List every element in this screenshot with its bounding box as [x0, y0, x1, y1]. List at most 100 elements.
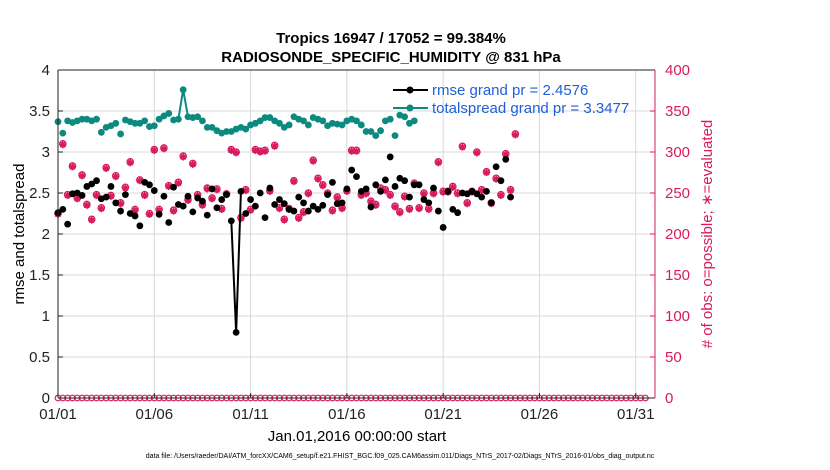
spread-point [353, 117, 360, 125]
obs-evaluated-point [112, 173, 120, 181]
y-tick-label-right: 250 [665, 185, 690, 202]
axes: 01/01 01/06 01/11 01/16 01/21 01/26 01/31 0 0.5 1… [29, 62, 690, 423]
rmse-point [227, 217, 235, 225]
star-stroke [406, 206, 413, 213]
star-stroke [213, 186, 220, 193]
obs-evaluated-point [405, 205, 414, 213]
rmse-point [473, 190, 481, 198]
star-stroke [329, 207, 336, 215]
star-stroke [319, 182, 326, 189]
y-tick-label-left: 2.5 [29, 185, 50, 202]
star-stroke [98, 205, 105, 212]
rmse-point [381, 176, 389, 184]
rmse-point [329, 178, 336, 186]
y-tick-label-left: 3.5 [29, 103, 50, 120]
spread-point [372, 132, 380, 140]
obs-evaluated-point [121, 184, 130, 192]
x-tick-label: 01/16 [328, 406, 366, 423]
rmse-point [136, 222, 144, 230]
star-stroke [74, 195, 81, 202]
obs-evaluated-point [88, 216, 96, 224]
x-tick-label: 01/06 [136, 406, 174, 423]
rmse-point [146, 181, 153, 189]
star-stroke [131, 207, 139, 214]
spread-point [131, 119, 139, 127]
obs-evaluated-point [396, 209, 404, 217]
star-stroke [512, 131, 519, 138]
star-stroke [127, 159, 134, 166]
spread-point [194, 113, 202, 121]
obs-evaluated-point [290, 177, 298, 186]
star-stroke [473, 149, 480, 156]
star-stroke [170, 207, 177, 215]
obs-evaluated-point [473, 149, 481, 157]
obs-evaluated-point [511, 131, 519, 139]
obs-evaluated-point [449, 183, 457, 191]
star-stroke [401, 194, 408, 201]
legend-rmse-marker [406, 86, 414, 94]
rmse-point [155, 210, 163, 218]
rmse-point [251, 202, 259, 210]
star-stroke [59, 141, 66, 148]
star-stroke [281, 216, 288, 224]
rmse-point [170, 183, 177, 191]
obs-evaluated-point [169, 207, 178, 215]
rmse-point [237, 187, 245, 195]
obs-evaluated-point [497, 191, 505, 200]
rmse-point [492, 163, 500, 171]
spread-point [256, 117, 264, 125]
rmse-point [454, 209, 462, 217]
rmse-point [117, 207, 124, 215]
spread-point [261, 114, 269, 121]
y-tick-label-right: 50 [665, 349, 682, 366]
obs-evaluated-point [232, 149, 240, 157]
y-tick-label-right: 400 [665, 62, 690, 79]
rmse-point [439, 224, 447, 231]
star-stroke [208, 195, 216, 202]
spread-point [97, 128, 105, 136]
star-stroke [233, 149, 240, 156]
star-stroke [363, 190, 370, 197]
obs-evaluated-point [68, 163, 77, 171]
star-stroke [305, 190, 312, 197]
star-stroke [425, 206, 432, 213]
obs-evaluated-point [280, 216, 288, 224]
obs-evaluated-point [458, 143, 467, 151]
rmse-point [208, 185, 216, 193]
rmse-point [444, 187, 452, 195]
y-tick-label-right: 100 [665, 308, 690, 325]
rmse-point [184, 192, 192, 200]
star-stroke [78, 172, 86, 179]
spread-point [59, 129, 67, 137]
obs-evaluated-point [319, 182, 327, 190]
star-stroke [449, 184, 456, 191]
star-stroke [435, 159, 442, 166]
rmse-point [179, 202, 187, 210]
obs-evaluated-point [78, 172, 86, 180]
star-stroke [420, 190, 427, 197]
rmse-point [410, 181, 418, 189]
rmse-point [232, 329, 240, 336]
spread-point [391, 132, 399, 140]
rmse-point [483, 187, 490, 195]
rmse-point [362, 185, 370, 193]
spread-point [319, 117, 327, 125]
obs-evaluated-point [92, 191, 101, 200]
rmse-point [434, 207, 442, 215]
y-tick-label-left: 4 [42, 62, 50, 79]
rmse-point [59, 206, 67, 213]
rmse-point [391, 183, 399, 190]
rmse-point [165, 219, 173, 226]
chart-title: Tropics 16947 / 17052 = 99.384% [276, 30, 506, 47]
obs-evaluated-point [304, 190, 312, 198]
spread-point [117, 130, 124, 138]
y-tick-label-left: 1.5 [29, 267, 50, 284]
obs-evaluated-point [275, 204, 284, 213]
rmse-point [290, 207, 298, 215]
obs-evaluated-point [338, 204, 346, 213]
obs-evaluated-point [482, 168, 491, 177]
star-stroke [88, 216, 95, 224]
spread-point [208, 124, 216, 131]
obs-evaluated-point [131, 206, 139, 214]
